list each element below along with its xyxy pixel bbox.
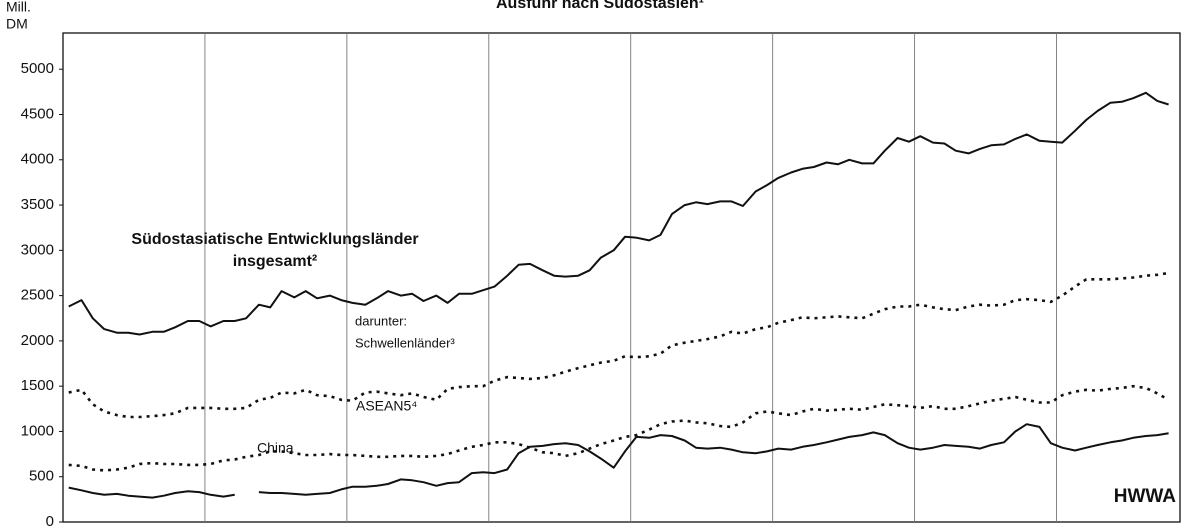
y-axis-label: Mill.	[6, 0, 31, 15]
y-tick-label: 1500	[21, 377, 54, 394]
annotation: insgesamt²	[233, 253, 317, 270]
annotation: HWWA	[1114, 486, 1177, 507]
annotation: ASEAN5⁴	[356, 398, 417, 414]
chart-title: Ausfuhr nach Südostasien¹	[496, 0, 704, 12]
series-line	[68, 271, 1169, 419]
series-line	[68, 91, 1169, 336]
y-tick-label: 1000	[21, 422, 54, 439]
plot-frame	[62, 32, 1181, 523]
y-tick-label: 4000	[21, 151, 54, 168]
annotation: Südostasiatische Entwicklungsländer	[131, 231, 418, 248]
series-line	[258, 423, 1169, 496]
y-tick-label: 3500	[21, 196, 54, 213]
y-tick-label: 3000	[21, 241, 54, 258]
y-tick-label: 0	[46, 513, 54, 527]
y-tick-label: 4500	[21, 105, 54, 122]
series-line	[68, 486, 235, 499]
series-line	[68, 384, 1170, 472]
y-tick-label: 500	[29, 468, 54, 485]
y-tick-label: 5000	[21, 60, 54, 77]
y-axis-label: DM	[6, 16, 28, 32]
annotation: Schwellenländer³	[355, 335, 455, 350]
annotation: darunter:	[355, 313, 407, 328]
annotation: China	[257, 440, 294, 456]
y-tick-label: 2500	[21, 287, 54, 304]
y-tick-label: 2000	[21, 332, 54, 349]
